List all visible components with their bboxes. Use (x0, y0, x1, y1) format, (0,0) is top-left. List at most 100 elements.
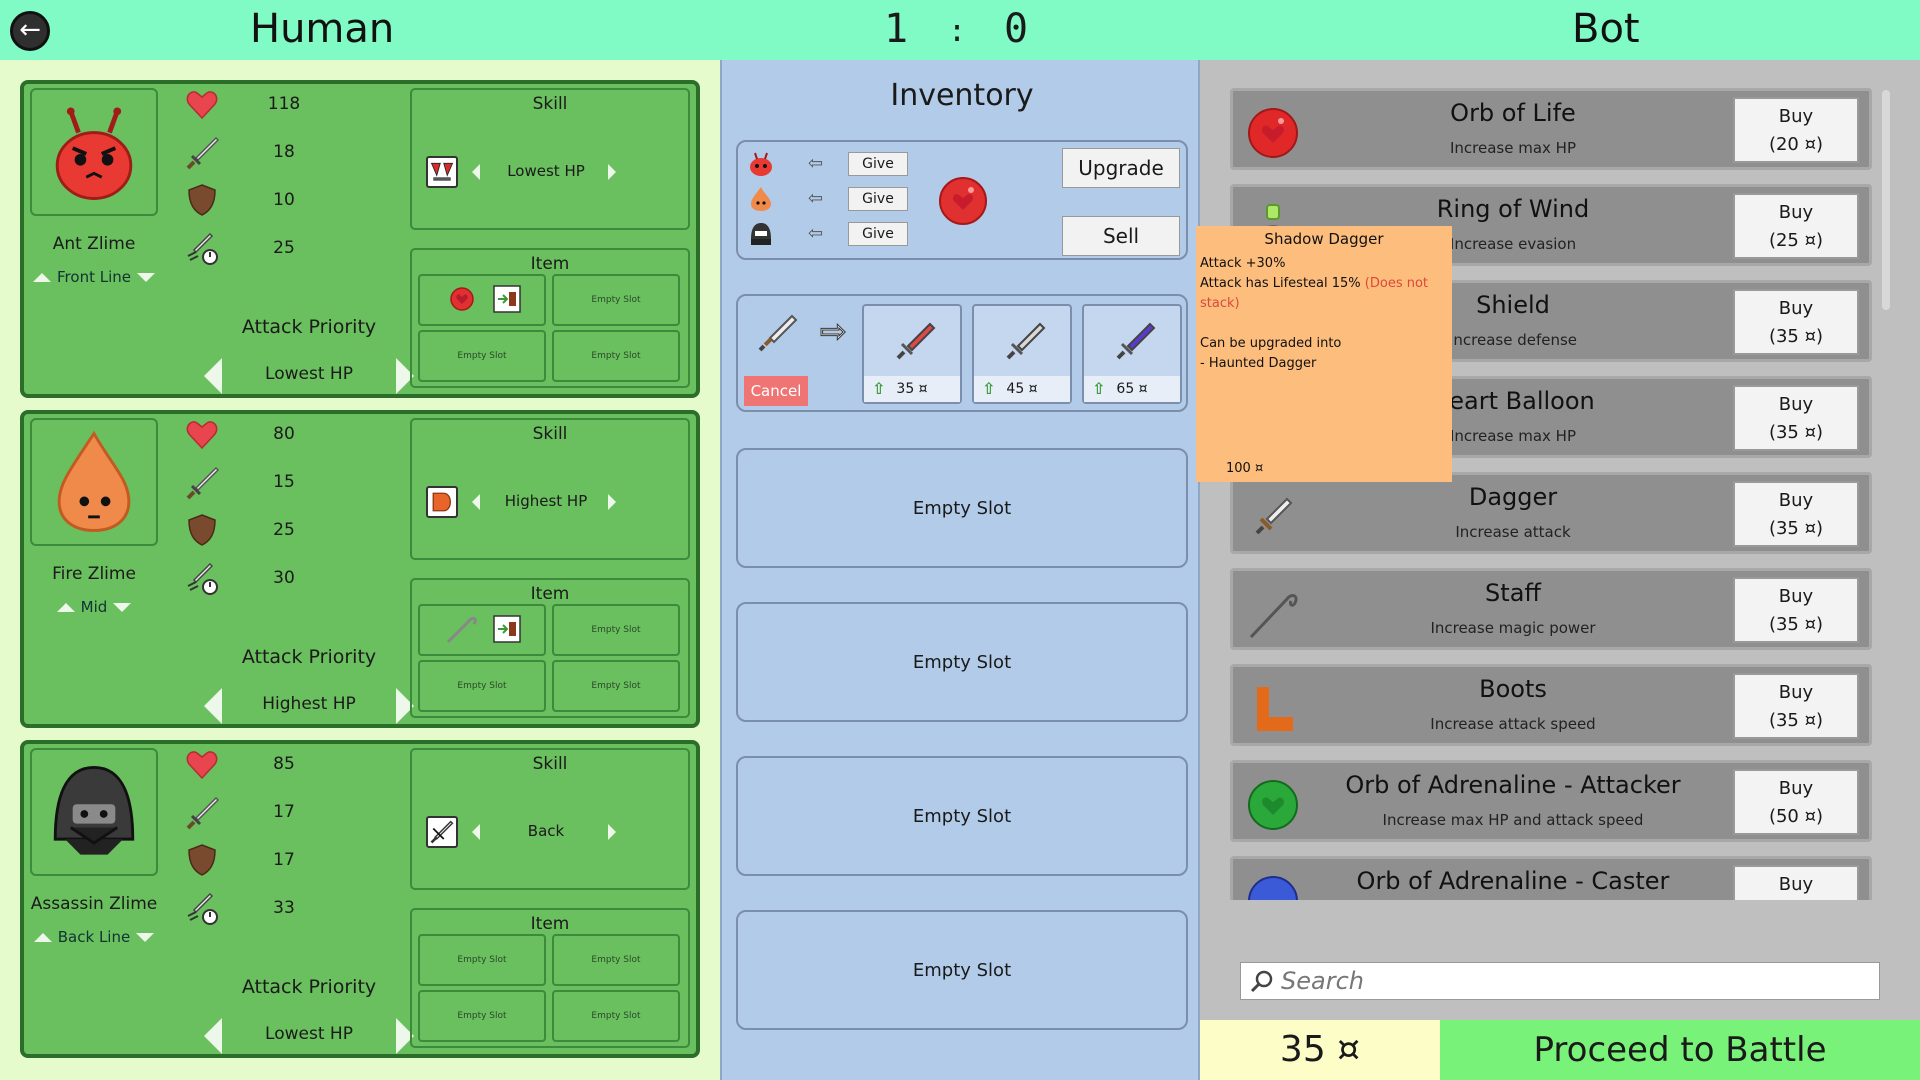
buy-label: Buy (1778, 778, 1814, 799)
formation-down-button[interactable] (113, 603, 132, 612)
stat-speed: 33 (273, 898, 295, 918)
skill-target-value: Highest HP (504, 492, 588, 510)
buy-button[interactable]: Buy (35 ¤) (1733, 481, 1859, 547)
arrow-left-icon: ⇦ (808, 188, 824, 209)
buy-button[interactable]: Buy (35 ¤) (1733, 289, 1859, 355)
attack-icon (184, 794, 220, 830)
buy-button[interactable]: Buy (1733, 865, 1859, 900)
empty-item-slot[interactable]: Empty Slot (552, 330, 680, 382)
give-button-ant[interactable]: Give (848, 152, 908, 176)
stat-speed: 25 (273, 238, 295, 258)
inventory-empty-slot[interactable]: Empty Slot (736, 910, 1188, 1030)
shop-item[interactable]: Orb of Adrenaline - Caster Buy (1230, 856, 1872, 900)
buy-button[interactable]: Buy (20 ¤) (1733, 97, 1859, 163)
priority-next-button[interactable] (396, 358, 414, 394)
formation-up-button[interactable] (56, 603, 75, 612)
priority-prev-button[interactable] (204, 688, 222, 724)
item-title: Item (530, 914, 570, 934)
priority-next-button[interactable] (396, 688, 414, 724)
empty-item-slot[interactable]: Empty Slot (552, 934, 680, 986)
inventory-empty-slot[interactable]: Empty Slot (736, 756, 1188, 876)
empty-item-slot[interactable]: Empty Slot (418, 660, 546, 712)
inventory-title: Inventory (890, 78, 1034, 113)
priority-prev-button[interactable] (204, 358, 222, 394)
shop-item[interactable]: Dagger Increase attack Buy (35 ¤) (1230, 472, 1872, 554)
shop-item[interactable]: Boots Increase attack speed Buy (35 ¤) (1230, 664, 1872, 746)
skill-prev-button[interactable] (472, 824, 480, 840)
skill-icon (426, 816, 458, 848)
formation-up-button[interactable] (33, 933, 52, 942)
inventory-empty-slot[interactable]: Empty Slot (736, 448, 1188, 568)
buy-button[interactable]: Buy (35 ¤) (1733, 577, 1859, 643)
proceed-to-battle-button[interactable]: Proceed to Battle (1440, 1020, 1920, 1080)
upgrade-arrow-icon: ⇧ (982, 379, 996, 398)
skill-next-button[interactable] (608, 494, 616, 510)
formation-down-button[interactable] (136, 933, 155, 942)
tooltip-text: Attack has Lifesteal 15% (1200, 276, 1365, 291)
buy-price: (20 ¤) (1768, 134, 1824, 155)
search-input[interactable] (1281, 963, 1871, 999)
score-human: 1 (884, 6, 909, 52)
sell-button[interactable]: Sell (1062, 216, 1180, 256)
buy-label: Buy (1778, 874, 1814, 895)
shop-item[interactable]: Orb of Life Increase max HP Buy (20 ¤) (1230, 88, 1872, 170)
unit-card: Ant Zlime Front Line 118 18 10 25 Attack Pr… (20, 80, 700, 398)
unit-portrait (30, 418, 158, 546)
upgrade-price: 65 ¤ (1084, 376, 1180, 402)
upgrade-button[interactable]: Upgrade (1062, 148, 1180, 188)
buy-label: Buy (1778, 298, 1814, 319)
shop-item-description: Increase defense (1448, 331, 1578, 349)
buy-button[interactable]: Buy (35 ¤) (1733, 673, 1859, 739)
buy-button[interactable]: Buy (50 ¤) (1733, 769, 1859, 835)
shop-item[interactable]: Staff Increase magic power Buy (35 ¤) (1230, 568, 1872, 650)
item-tooltip: Shadow Dagger Attack +30% Attack has Lif… (1196, 226, 1452, 482)
priority-prev-button[interactable] (204, 1018, 222, 1054)
buy-button[interactable]: Buy (25 ¤) (1733, 193, 1859, 259)
back-button[interactable]: ← (10, 11, 50, 51)
empty-item-slot[interactable]: Empty Slot (552, 660, 680, 712)
equipped-item-slot[interactable] (418, 274, 546, 326)
upgrade-option[interactable]: 35 ¤ ⇧ (862, 304, 962, 404)
orb-green-icon (1245, 777, 1301, 833)
give-button-assassin[interactable]: Give (848, 222, 908, 246)
equipped-item-slot[interactable] (418, 604, 546, 656)
stat-attack: 15 (273, 472, 295, 492)
staff-icon (1245, 585, 1301, 641)
shop-item-name: Orb of Adrenaline - Attacker (1345, 771, 1681, 799)
shop-item[interactable]: Ring of Wind Increase evasion Buy (25 ¤) (1230, 184, 1872, 266)
skill-next-button[interactable] (608, 824, 616, 840)
tooltip-line: - Haunted Dagger (1200, 356, 1317, 371)
attack-priority-value: Highest HP (262, 694, 356, 714)
upgrade-option[interactable]: 45 ¤ ⇧ (972, 304, 1072, 404)
skill-prev-button[interactable] (472, 494, 480, 510)
skill-prev-button[interactable] (472, 164, 480, 180)
buy-button[interactable]: Buy (35 ¤) (1733, 385, 1859, 451)
upgrade-option[interactable]: 65 ¤ ⇧ (1082, 304, 1182, 404)
stat-defense: 10 (273, 190, 295, 210)
unit-portrait (30, 88, 158, 216)
skill-next-button[interactable] (608, 164, 616, 180)
orb-of-life-icon (939, 177, 987, 225)
upgrade-panel: ⇨ Cancel 35 ¤ ⇧ 45 ¤ ⇧ 65 ¤ ⇧ (736, 294, 1188, 412)
give-button-fire[interactable]: Give (848, 187, 908, 211)
inventory-empty-slot[interactable]: Empty Slot (736, 602, 1188, 722)
empty-item-slot[interactable]: Empty Slot (418, 990, 546, 1042)
tooltip-line: Attack +30% (1200, 256, 1286, 271)
formation-up-button[interactable] (33, 273, 52, 282)
upgrade-price: 45 ¤ (974, 376, 1070, 402)
empty-item-slot[interactable]: Empty Slot (552, 990, 680, 1042)
buy-label: Buy (1778, 682, 1814, 703)
empty-item-slot[interactable]: Empty Slot (418, 330, 546, 382)
empty-item-slot[interactable]: Empty Slot (552, 604, 680, 656)
shop-item[interactable]: Orb of Adrenaline - Attacker Increase ma… (1230, 760, 1872, 842)
shop-scrollbar[interactable] (1882, 90, 1890, 310)
priority-next-button[interactable] (396, 1018, 414, 1054)
arrow-left-icon: ⇦ (808, 153, 824, 174)
empty-item-slot[interactable]: Empty Slot (418, 934, 546, 986)
formation-down-button[interactable] (136, 273, 155, 282)
skill-panel: Skill Lowest HP (410, 88, 690, 230)
cancel-button[interactable]: Cancel (744, 376, 808, 406)
unit-card: Assassin Zlime Back Line 85 17 17 33 Attack… (20, 740, 700, 1058)
shop-item-description: Increase attack (1455, 523, 1571, 541)
empty-item-slot[interactable]: Empty Slot (552, 274, 680, 326)
